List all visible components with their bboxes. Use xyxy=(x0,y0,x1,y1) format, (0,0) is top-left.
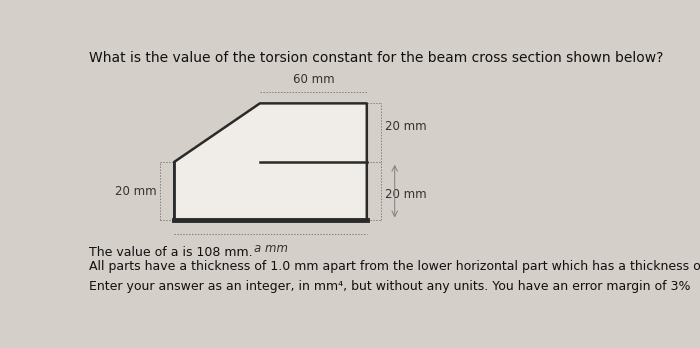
Text: 20 mm: 20 mm xyxy=(384,189,426,201)
Text: All parts have a thickness of 1.0 mm apart from the lower horizontal part which : All parts have a thickness of 1.0 mm apa… xyxy=(89,260,700,273)
Polygon shape xyxy=(174,103,367,220)
Text: The value of a is 108 mm.: The value of a is 108 mm. xyxy=(89,246,253,259)
Text: What is the value of the torsion constant for the beam cross section shown below: What is the value of the torsion constan… xyxy=(89,51,664,65)
Text: a mm: a mm xyxy=(253,242,288,255)
Text: Enter your answer as an integer, in mm⁴, but without any units. You have an erro: Enter your answer as an integer, in mm⁴,… xyxy=(89,280,690,293)
Text: 20 mm: 20 mm xyxy=(115,185,157,198)
Text: 60 mm: 60 mm xyxy=(293,73,334,86)
Text: 20 mm: 20 mm xyxy=(384,120,426,133)
